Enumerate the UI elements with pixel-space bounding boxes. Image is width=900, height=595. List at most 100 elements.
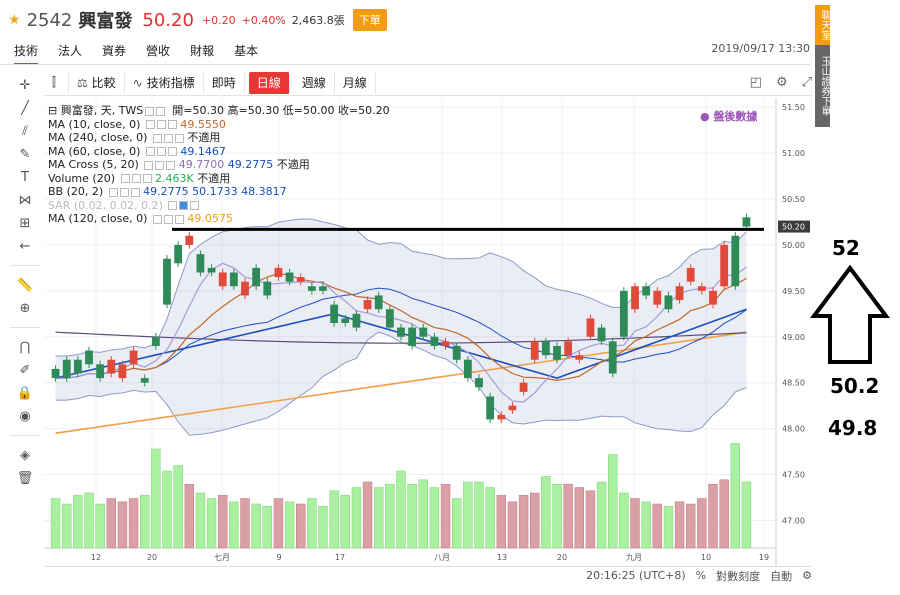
candle-body [486, 396, 495, 420]
candle-body [140, 378, 149, 383]
trendline-icon[interactable]: ╱ [21, 101, 29, 116]
volume-bar [608, 454, 618, 549]
tab-institutional[interactable]: 法人 [58, 43, 83, 58]
tab-basic[interactable]: 基本 [234, 43, 259, 58]
status-time: 20:16:25 (UTC+8) [586, 569, 686, 582]
candle-body [185, 235, 194, 245]
time-axis-label: 九月 [626, 553, 642, 562]
candle-body [263, 281, 272, 296]
volume-bar [496, 494, 506, 549]
time-axis-label: 9 [276, 553, 281, 562]
settings-gear-icon[interactable]: ⚙ [775, 75, 788, 90]
status-gear-icon[interactable]: ⚙ [802, 569, 812, 582]
volume-bar [206, 498, 217, 549]
weekly-button[interactable]: 週線 [294, 71, 335, 94]
chat-room-button[interactable]: 聊天室 [815, 5, 830, 45]
current-price-tag-bg [778, 220, 810, 233]
volume-bar [262, 505, 272, 549]
broker-order-button[interactable]: 玉山證券下單 [815, 45, 830, 127]
legend-bb: BB (20, 2) 49.2775 50.1733 48.3817 [48, 185, 390, 199]
crosshair-icon[interactable]: ✛ [19, 78, 31, 93]
back-arrow-icon[interactable]: ← [19, 239, 31, 254]
volume-bar [474, 481, 484, 549]
volume-bar [429, 487, 440, 549]
candle-body [709, 290, 717, 305]
indicator-icon: ∿ [132, 75, 143, 90]
trash-icon[interactable]: 🗑 [16, 471, 34, 486]
legend-ma60-label: MA (60, close, 0) [48, 144, 141, 158]
fullscreen-icon[interactable]: ⤢ [801, 75, 812, 90]
volume-bar [251, 503, 261, 549]
current-price-tag: 50.20 [782, 223, 805, 232]
candle-style-button[interactable]: ⫿ [44, 71, 69, 94]
auto-scale-toggle[interactable]: 自動 [770, 569, 793, 583]
legend-macross: MA Cross (5, 20) 49.7700 49.2775 不適用 [48, 158, 390, 172]
tab-revenue[interactable]: 營收 [146, 43, 171, 58]
candle-body [341, 318, 350, 323]
brush-icon[interactable]: ✎ [19, 147, 31, 162]
compare-button[interactable]: ⚖ 比較 [69, 71, 125, 94]
lock-icon[interactable]: 🔒 [16, 386, 34, 401]
candle-body [430, 336, 439, 346]
volume-bar [619, 492, 629, 549]
pitchfork-icon[interactable]: ⫽ [22, 124, 28, 139]
measure-icon[interactable]: 📏 [16, 278, 34, 293]
monthly-button[interactable]: 月線 [335, 71, 376, 94]
price-chart[interactable]: 51.50 51.00 50.50 50.00 49.50 49.00 48.50 48.00… [44, 98, 812, 566]
time-axis-label: 13 [497, 553, 507, 562]
percent-toggle[interactable]: % [695, 569, 707, 582]
eye-icon[interactable]: ◉ [19, 409, 31, 424]
tab-margin[interactable]: 資券 [102, 43, 127, 58]
volume-bar [340, 494, 350, 549]
candle-style-icon: ⫿ [52, 75, 56, 89]
layers-icon[interactable]: ◈ [20, 448, 30, 463]
chart-status-bar: 20:16:25 (UTC+8) % 對數刻度 自動 ⚙ [44, 566, 812, 584]
legend-ma240-value: 不適用 [187, 131, 221, 144]
candle-body [229, 272, 238, 287]
volume-bar [652, 503, 662, 549]
indicator-legend: ⊟ 興富發, 天, TWS 開=50.30 高=50.30 低=50.00 收=… [48, 104, 390, 226]
candle-body [96, 364, 105, 379]
log-scale-toggle[interactable]: 對數刻度 [716, 569, 761, 583]
favorite-star-icon[interactable]: ★ [8, 12, 21, 28]
ruler-pattern-icon[interactable]: ⊞ [19, 216, 31, 231]
volume-bar [307, 498, 317, 549]
magnet-icon[interactable]: ⋂ [19, 340, 31, 355]
lock-drawing-icon[interactable]: ✐ [19, 363, 31, 378]
candle-body [252, 267, 261, 287]
candle-body [196, 254, 205, 273]
candle-body [564, 341, 573, 356]
camera-icon[interactable]: ◰ [749, 75, 762, 90]
order-button[interactable]: 下單 [352, 9, 387, 31]
time-axis-label: 12 [91, 553, 101, 562]
candle-body [73, 359, 82, 374]
volume-bar [407, 483, 417, 549]
price-axis-label: 50.00 [782, 241, 805, 250]
tab-technical[interactable]: 技術 [14, 42, 39, 65]
daily-button[interactable]: 日線 [248, 71, 290, 94]
candle-body [575, 355, 584, 360]
volume-bar [641, 501, 651, 549]
realtime-button[interactable]: 即時 [204, 71, 245, 94]
legend-macross-v2: 49.2775 [227, 158, 274, 171]
pattern-icon[interactable]: ⋈ [18, 193, 32, 208]
after-hours-label: ● 盤後數據 [700, 110, 758, 123]
price-axis-label: 48.00 [782, 425, 805, 434]
zoom-in-icon[interactable]: ⊕ [19, 301, 31, 316]
annotation-top: 52 [832, 236, 860, 260]
text-icon[interactable]: T [21, 170, 29, 185]
legend-ma120: MA (120, close, 0) 49.0575 [48, 212, 390, 226]
legend-main-title: 興富發, 天, TWS [60, 104, 144, 117]
candle-body [731, 235, 740, 287]
candle-body [519, 382, 528, 392]
candle-body [497, 414, 506, 420]
price-axis-label: 49.50 [782, 287, 805, 296]
price-change: +0.20 [201, 13, 236, 27]
legend-low: 低=50.00 [282, 104, 335, 117]
tab-financials[interactable]: 財報 [190, 43, 215, 58]
candle-body [675, 286, 684, 301]
indicators-button[interactable]: ∿ 技術指標 [125, 71, 204, 94]
chart-toolbar: ⫿ ⚖ 比較 ∿ 技術指標 即時 日線 週線 月線 ◰ ⚙ ⤢ [44, 70, 812, 96]
time-axis-label: 七月 [214, 553, 230, 562]
